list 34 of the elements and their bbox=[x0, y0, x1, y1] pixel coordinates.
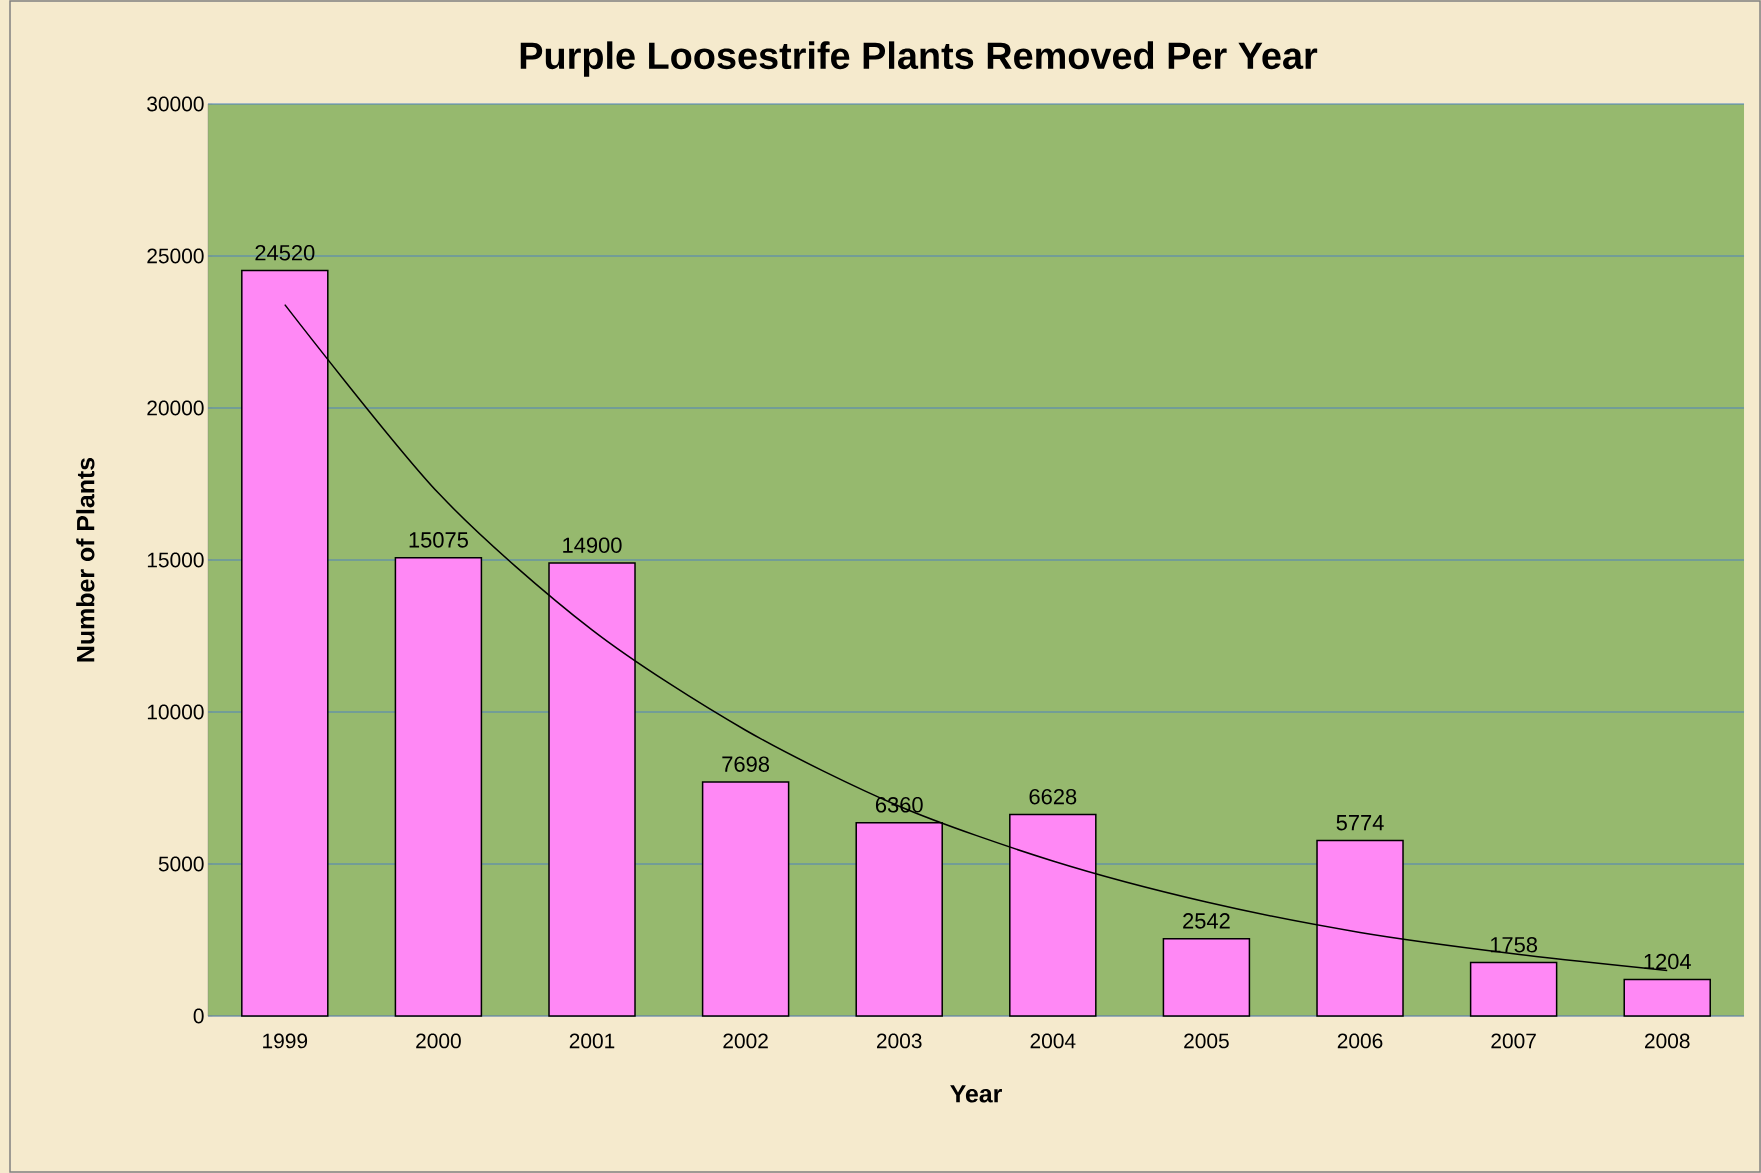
bar bbox=[1162, 937, 1251, 1017]
x-tick-label: 2001 bbox=[569, 1033, 615, 1049]
data-label: 14900 bbox=[563, 537, 622, 553]
bar bbox=[394, 556, 483, 1017]
data-label: 15075 bbox=[409, 532, 468, 548]
x-axis-title: Year bbox=[950, 1085, 1002, 1103]
bar bbox=[1469, 961, 1558, 1017]
data-label: 7698 bbox=[722, 756, 770, 772]
x-tick-label: 2004 bbox=[1030, 1033, 1076, 1049]
x-tick-label: 2003 bbox=[876, 1033, 922, 1049]
data-label: 24520 bbox=[255, 244, 315, 261]
y-tick-label: 15000 bbox=[147, 552, 204, 568]
y-tick-label: 20000 bbox=[147, 400, 204, 416]
x-tick-label: 2008 bbox=[1645, 1033, 1690, 1049]
data-label: 5774 bbox=[1336, 815, 1384, 831]
y-tick-label: 25000 bbox=[147, 248, 204, 264]
x-tick-label: 2002 bbox=[723, 1033, 768, 1049]
y-tick-label: 0 bbox=[193, 1008, 204, 1024]
x-tick-label: 2006 bbox=[1337, 1033, 1383, 1049]
x-tick-label: 2005 bbox=[1184, 1033, 1229, 1049]
y-axis-title: Number of Plants bbox=[76, 457, 95, 662]
bar bbox=[701, 781, 790, 1017]
bar bbox=[1623, 978, 1711, 1017]
data-label: 1204 bbox=[1644, 953, 1691, 970]
chart-title: Purple Loosestrife Plants Removed Per Year bbox=[520, 41, 1318, 77]
x-tick-label: 1999 bbox=[263, 1033, 308, 1049]
data-label: 6628 bbox=[1029, 788, 1077, 805]
y-tick-label: 5000 bbox=[158, 856, 204, 872]
data-label: 2542 bbox=[1183, 913, 1230, 929]
y-tick-label: 10000 bbox=[147, 704, 204, 720]
y-tick-label: 30000 bbox=[147, 96, 204, 112]
x-tick-label: 2007 bbox=[1491, 1033, 1536, 1049]
x-tick-label: 2000 bbox=[416, 1033, 461, 1049]
data-label: 1758 bbox=[1490, 936, 1538, 953]
